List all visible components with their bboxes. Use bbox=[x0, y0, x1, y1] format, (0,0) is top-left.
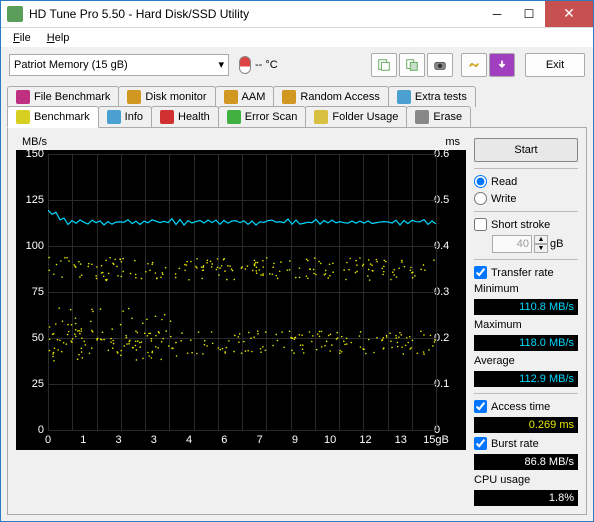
tab-icon bbox=[415, 110, 429, 124]
tab-icon bbox=[282, 90, 296, 104]
tab-benchmark[interactable]: Benchmark bbox=[7, 106, 99, 128]
app-icon bbox=[7, 6, 23, 22]
tab-row-top: File Benchmark Disk monitor AAM Random Acce… bbox=[7, 86, 587, 107]
tab-label: Extra tests bbox=[415, 91, 467, 103]
tab-icon bbox=[224, 90, 238, 104]
tab-icon bbox=[227, 110, 241, 124]
tab-icon bbox=[16, 90, 30, 104]
minimize-button[interactable]: ─ bbox=[481, 1, 513, 27]
avg-label: Average bbox=[474, 355, 578, 367]
max-label: Maximum bbox=[474, 319, 578, 331]
menu-file[interactable]: File bbox=[7, 30, 37, 46]
tab-info[interactable]: Info bbox=[98, 106, 152, 127]
stroke-down[interactable]: ▼ bbox=[534, 244, 548, 253]
app-window: HD Tune Pro 5.50 - Hard Disk/SSD Utility… bbox=[0, 0, 594, 522]
tab-icon bbox=[16, 110, 30, 124]
burst-value: 86.8 MB/s bbox=[474, 454, 578, 470]
max-value: 118.0 MB/s bbox=[474, 335, 578, 351]
stroke-up[interactable]: ▲ bbox=[534, 235, 548, 244]
tab-icon bbox=[127, 90, 141, 104]
transfer-check[interactable] bbox=[474, 266, 487, 279]
tab-content: MB/s ms 1501251007550250 0.60.50.40.30.2… bbox=[7, 127, 587, 515]
maximize-button[interactable]: ☐ bbox=[513, 1, 545, 27]
tab-icon bbox=[397, 90, 411, 104]
tab-health[interactable]: Health bbox=[151, 106, 219, 127]
tab-icon bbox=[107, 110, 121, 124]
toolbar: Patriot Memory (15 gB) ▾ -- °C Exit bbox=[1, 47, 593, 82]
thermometer-icon bbox=[239, 56, 251, 74]
burst-check[interactable] bbox=[474, 437, 487, 450]
temperature: -- °C bbox=[239, 56, 278, 74]
y-right-label: ms bbox=[445, 136, 460, 148]
tab-error-scan[interactable]: Error Scan bbox=[218, 106, 307, 127]
read-label: Read bbox=[491, 176, 517, 188]
min-label: Minimum bbox=[474, 283, 578, 295]
tab-label: Random Access bbox=[300, 91, 379, 103]
tab-aam[interactable]: AAM bbox=[215, 86, 275, 107]
options-button[interactable] bbox=[461, 53, 487, 77]
cpu-label: CPU usage bbox=[474, 474, 578, 486]
copy-info-button[interactable] bbox=[371, 53, 397, 77]
device-select[interactable]: Patriot Memory (15 gB) ▾ bbox=[9, 54, 229, 76]
tab-label: Benchmark bbox=[34, 111, 90, 123]
tab-label: File Benchmark bbox=[34, 91, 110, 103]
save-button[interactable] bbox=[489, 53, 515, 77]
access-label: Access time bbox=[491, 401, 550, 413]
tab-label: Error Scan bbox=[245, 111, 298, 123]
temp-value: -- °C bbox=[255, 59, 278, 71]
titlebar: HD Tune Pro 5.50 - Hard Disk/SSD Utility… bbox=[1, 1, 593, 28]
access-check[interactable] bbox=[474, 400, 487, 413]
chevron-down-icon: ▾ bbox=[218, 58, 224, 71]
tab-label: Folder Usage bbox=[332, 111, 398, 123]
close-button[interactable]: ✕ bbox=[545, 1, 593, 27]
tab-file-benchmark[interactable]: File Benchmark bbox=[7, 86, 119, 107]
y-left-label: MB/s bbox=[22, 136, 47, 148]
save-screenshot-button[interactable] bbox=[427, 53, 453, 77]
transfer-label: Transfer rate bbox=[491, 267, 554, 279]
side-panel: Start Read Write Short stroke ▲▼ gB Tran… bbox=[474, 136, 578, 506]
read-radio[interactable] bbox=[474, 175, 487, 188]
tab-disk-monitor[interactable]: Disk monitor bbox=[118, 86, 215, 107]
avg-value: 112.9 MB/s bbox=[474, 371, 578, 387]
burst-label: Burst rate bbox=[491, 438, 539, 450]
tab-label: Disk monitor bbox=[145, 91, 206, 103]
tab-row-bottom: Benchmark Info Health Error Scan Folder Usag… bbox=[7, 106, 587, 127]
menubar: File Help bbox=[1, 28, 593, 47]
tab-icon bbox=[314, 110, 328, 124]
short-stroke-check[interactable] bbox=[474, 218, 487, 231]
tab-erase[interactable]: Erase bbox=[406, 106, 471, 127]
tab-label: Health bbox=[178, 111, 210, 123]
tab-label: Erase bbox=[433, 111, 462, 123]
window-title: HD Tune Pro 5.50 - Hard Disk/SSD Utility bbox=[29, 7, 481, 21]
short-stroke-label: Short stroke bbox=[491, 219, 550, 231]
start-button[interactable]: Start bbox=[474, 138, 578, 162]
write-label: Write bbox=[491, 193, 516, 205]
tab-label: Info bbox=[125, 111, 143, 123]
exit-button[interactable]: Exit bbox=[525, 53, 585, 77]
device-label: Patriot Memory (15 gB) bbox=[14, 59, 128, 71]
tab-label: AAM bbox=[242, 91, 266, 103]
copy-screenshot-button[interactable] bbox=[399, 53, 425, 77]
tab-icon bbox=[160, 110, 174, 124]
tab-random-access[interactable]: Random Access bbox=[273, 86, 388, 107]
tab-folder-usage[interactable]: Folder Usage bbox=[305, 106, 407, 127]
menu-help[interactable]: Help bbox=[41, 30, 76, 46]
benchmark-chart: 1501251007550250 0.60.50.40.30.20.10 013… bbox=[16, 150, 466, 450]
tab-extra-tests[interactable]: Extra tests bbox=[388, 86, 476, 107]
cpu-value: 1.8% bbox=[474, 490, 578, 506]
stroke-unit: gB bbox=[550, 238, 563, 250]
access-value: 0.269 ms bbox=[474, 417, 578, 433]
min-value: 110.8 MB/s bbox=[474, 299, 578, 315]
write-radio[interactable] bbox=[474, 192, 487, 205]
stroke-input[interactable] bbox=[492, 235, 532, 253]
